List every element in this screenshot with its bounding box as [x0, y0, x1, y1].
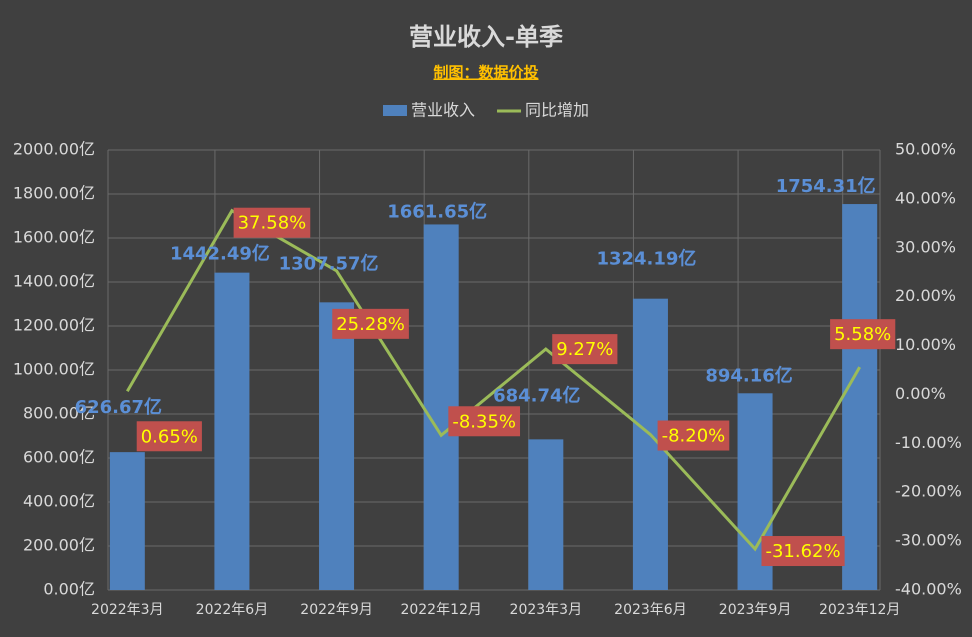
line-value-label-bg: [448, 406, 521, 437]
line-value-label: 37.58%: [238, 213, 307, 234]
line-value-label: -8.35%: [452, 411, 516, 432]
x-tick-label: 2022年12月: [400, 602, 481, 618]
y2-tick-label: 0.00%: [895, 384, 946, 403]
y-tick-label: 800.00亿: [23, 404, 95, 423]
bar: [528, 439, 564, 590]
bar: [319, 302, 355, 590]
line-value-label-bg: [830, 319, 896, 350]
x-tick-label: 2022年3月: [91, 602, 164, 618]
x-tick-label: 2023年6月: [614, 602, 687, 618]
y-tick-label: 0.00亿: [43, 580, 95, 599]
line-value-label: 0.65%: [141, 426, 198, 447]
y2-tick-label: -40.00%: [895, 580, 962, 599]
line-value-label-bg: [552, 334, 618, 365]
x-tick-label: 2023年3月: [510, 602, 583, 618]
chart-subtitle: 制图：数据价投: [433, 64, 538, 82]
x-tick-label: 2022年6月: [196, 602, 269, 618]
y2-tick-label: -10.00%: [895, 433, 962, 452]
line-value-label: 5.58%: [834, 324, 891, 345]
y2-tick-label: 50.00%: [895, 140, 956, 159]
y-tick-label: 1000.00亿: [13, 360, 95, 379]
y-tick-label: 2000.00亿: [13, 140, 95, 159]
y-tick-label: 400.00亿: [23, 492, 95, 511]
y-tick-label: 1200.00亿: [13, 316, 95, 335]
chart-title: 营业收入-单季: [409, 23, 563, 51]
bar-value-label: 626.67亿: [75, 396, 162, 418]
line-value-label: 25.28%: [336, 314, 405, 335]
legend-swatch: [383, 105, 407, 116]
line-value-label-bg: [761, 536, 845, 567]
y-tick-label: 1400.00亿: [13, 272, 95, 291]
bar: [109, 452, 145, 590]
bar-value-label: 894.16亿: [705, 364, 792, 386]
y2-tick-label: 20.00%: [895, 286, 956, 305]
line-value-label-bg: [332, 308, 409, 339]
legend-label: 营业收入: [411, 101, 475, 120]
x-tick-label: 2023年9月: [719, 602, 792, 618]
y2-tick-label: -20.00%: [895, 482, 962, 501]
y2-tick-label: 30.00%: [895, 237, 956, 256]
line-value-label: -31.62%: [765, 541, 840, 562]
bar-value-label: 1661.65亿: [387, 200, 487, 222]
bar: [214, 272, 250, 590]
y-tick-label: 600.00亿: [23, 448, 95, 467]
y-tick-label: 200.00亿: [23, 536, 95, 555]
line-value-label-bg: [657, 420, 730, 451]
y2-tick-label: 10.00%: [895, 335, 956, 354]
y-tick-label: 1800.00亿: [13, 184, 95, 203]
y2-tick-label: -30.00%: [895, 531, 962, 550]
bar-value-label: 1324.19亿: [596, 248, 696, 270]
bar-value-label: 1754.31亿: [776, 175, 876, 197]
line-value-label: -8.20%: [662, 426, 726, 447]
x-tick-label: 2022年9月: [300, 602, 373, 618]
bar: [842, 204, 878, 590]
legend-label: 同比增加: [525, 101, 589, 120]
bar-value-label: 684.74亿: [493, 384, 580, 406]
y-tick-label: 1600.00亿: [13, 228, 95, 247]
bar-value-label: 1442.49亿: [170, 243, 270, 265]
x-tick-label: 2023年12月: [819, 602, 900, 618]
line-value-label-bg: [136, 421, 202, 452]
bar-value-label: 1307.57亿: [279, 252, 379, 274]
line-value-label-bg: [233, 207, 311, 238]
line-value-label: 9.27%: [556, 339, 613, 360]
y2-tick-label: 40.00%: [895, 188, 956, 207]
